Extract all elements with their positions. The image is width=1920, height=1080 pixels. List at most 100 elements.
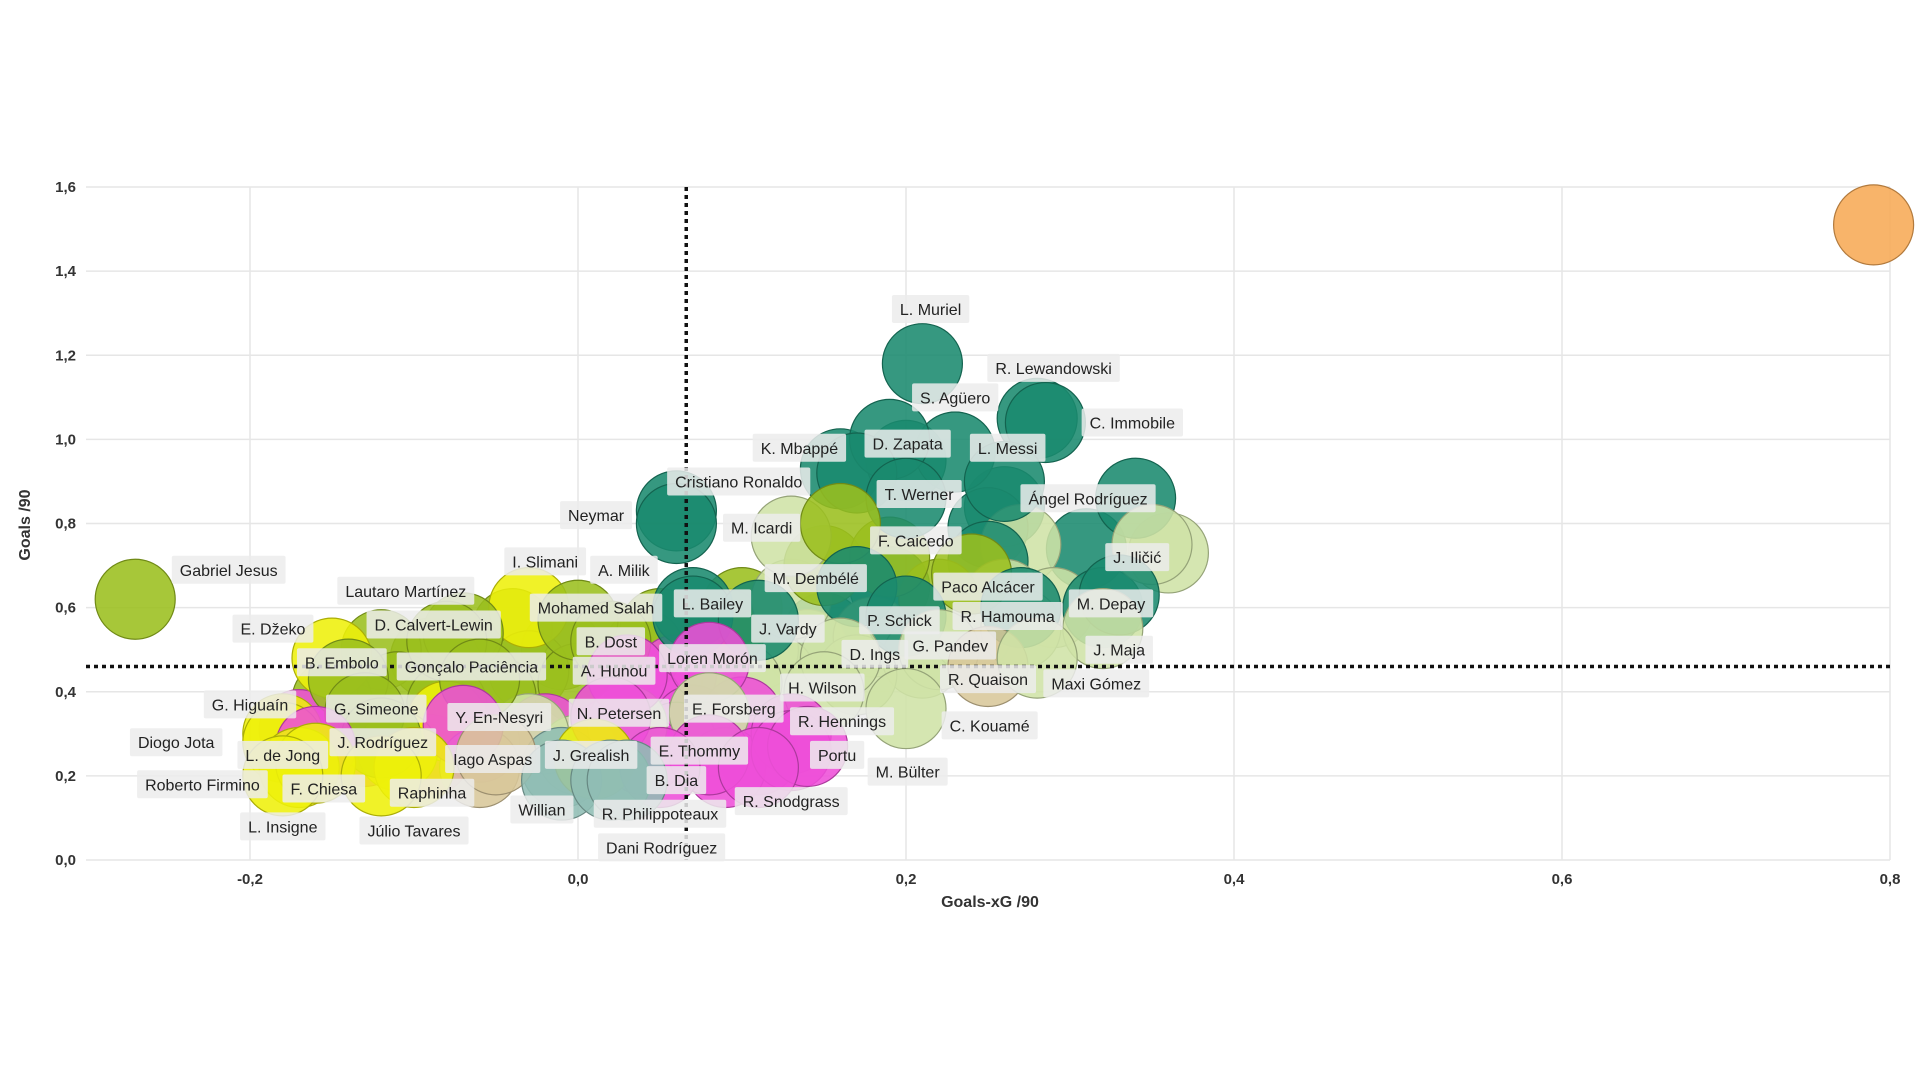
player-label-text: F. Chiesa xyxy=(290,781,357,798)
player-label-text: Loren Morón xyxy=(667,651,758,668)
player-label-bg xyxy=(734,787,848,816)
player-label-bg xyxy=(504,547,587,576)
y-tick-label: 1,6 xyxy=(55,179,76,196)
player-label-bg xyxy=(282,774,366,803)
player-label-text: B. Embolo xyxy=(305,655,379,672)
player-label-text: P. Schick xyxy=(867,613,933,630)
player-label-bg xyxy=(572,656,656,685)
player-label-bg xyxy=(359,816,469,845)
player-label-text: M. Bülter xyxy=(876,765,941,782)
player-label-text: M. Dembélé xyxy=(773,571,859,588)
player-label-bg xyxy=(576,627,646,656)
player-label: T. Werner xyxy=(876,480,962,509)
player-label-bg xyxy=(1043,669,1150,698)
player-label-bg xyxy=(593,799,727,828)
y-tick-label: 0,8 xyxy=(55,516,76,533)
player-label-text: R. Snodgrass xyxy=(743,794,840,811)
player-label: P. Schick xyxy=(859,606,940,635)
player-label-text: M. Icardi xyxy=(731,521,792,538)
y-tick-label: 0,2 xyxy=(55,768,76,785)
player-label: J. Rodríguez xyxy=(329,728,437,757)
player-label-bg xyxy=(171,555,286,584)
player-label: A. Milik xyxy=(590,555,658,584)
player-label-bg xyxy=(904,631,997,660)
player-label-text: N. Petersen xyxy=(577,706,661,723)
player-label: B. Dost xyxy=(576,627,646,656)
y-tick-label: 1,2 xyxy=(55,347,76,364)
player-label-text: H. Wilson xyxy=(788,681,856,698)
player-label-bg xyxy=(396,652,547,681)
player-label-bg xyxy=(326,694,427,723)
player-label: R. Quaison xyxy=(939,665,1037,694)
player-label-bg xyxy=(912,383,999,412)
y-tick-label: 1,0 xyxy=(55,431,76,448)
y-tick-label: 0,6 xyxy=(55,600,76,617)
x-tick-label: 0,6 xyxy=(1552,871,1573,888)
player-label: G. Higuaín xyxy=(203,690,297,719)
player-label-text: Roberto Firmino xyxy=(145,777,260,794)
player-label-text: Cristiano Ronaldo xyxy=(675,474,802,491)
player-label-bg xyxy=(751,614,825,643)
player-label-bg xyxy=(809,740,865,769)
player-label-bg xyxy=(568,698,670,727)
player-label-bg xyxy=(447,702,552,731)
player-label: Paco Alcácer xyxy=(933,572,1043,601)
player-label: Loren Morón xyxy=(659,644,766,673)
player-label: R. Hamouma xyxy=(952,602,1063,631)
player-label-bg xyxy=(137,770,268,799)
player-label-text: D. Ings xyxy=(849,647,900,664)
player-label-bg xyxy=(870,526,962,555)
player-label-bg xyxy=(389,778,475,807)
player-label-text: B. Dost xyxy=(585,634,638,651)
player-label: G. Simeone xyxy=(326,694,427,723)
player-label-bg xyxy=(941,711,1038,740)
player-label-text: R. Hamouma xyxy=(961,609,1055,626)
player-label-bg xyxy=(673,589,752,618)
player-label-text: Paco Alcácer xyxy=(941,580,1035,597)
player-label-bg xyxy=(1085,635,1153,664)
player-label: D. Zapata xyxy=(864,429,951,458)
player-label-bg xyxy=(780,673,865,702)
player-label-text: L. de Jong xyxy=(245,748,320,765)
player-label-text: J. Rodríguez xyxy=(337,735,428,752)
player-label: Dani Rodríguez xyxy=(598,833,726,862)
player-label-bg xyxy=(445,745,541,774)
player-label-bg xyxy=(723,513,801,542)
player-label: R. Hennings xyxy=(790,707,895,736)
player-label-bg xyxy=(590,555,658,584)
player-bubble[interactable] xyxy=(635,482,718,565)
player-label: Y. En-Nesyri xyxy=(447,702,552,731)
player-label: Willian xyxy=(510,795,574,824)
axis-ticks: -0,2 0,0 0,2 0,4 0,6 0,8 0,0 0,2 0,4 0,6 0,8 1,0 1,2… xyxy=(55,179,1900,888)
x-tick-label: 0,8 xyxy=(1880,871,1901,888)
player-label-bg xyxy=(598,833,726,862)
y-axis-label: Goals /90 xyxy=(17,489,34,560)
player-label-text: Gonçalo Paciência xyxy=(405,660,539,677)
player-label-text: R. Quaison xyxy=(948,672,1028,689)
player-label: K. Mbappé xyxy=(752,433,847,462)
player-label-bg xyxy=(752,433,847,462)
player-label-text: Raphinha xyxy=(398,786,467,803)
player-label-text: R. Hennings xyxy=(798,714,886,731)
player-label-bg xyxy=(650,736,749,765)
player-label: R. Lewandowski xyxy=(987,353,1120,382)
player-label-text: J. Vardy xyxy=(759,622,817,639)
x-tick-label: 0,4 xyxy=(1224,871,1246,888)
player-label-bg xyxy=(646,766,707,795)
x-axis-label: Goals-xG /90 xyxy=(941,894,1039,911)
player-label-text: Maxi Gómez xyxy=(1051,676,1141,693)
player-label: Diogo Jota xyxy=(129,728,223,757)
player-label-text: Lautaro Martínez xyxy=(345,584,466,601)
player-label: M. Depay xyxy=(1068,589,1154,618)
player-label-text: G. Simeone xyxy=(334,702,419,719)
player-label-text: A. Milik xyxy=(598,563,651,580)
x-tick-label: -0,2 xyxy=(237,871,263,888)
player-bubble[interactable] xyxy=(94,558,176,640)
y-tick-label: 0,0 xyxy=(55,852,76,869)
player-label-text: Willian xyxy=(518,803,565,820)
player-bubble[interactable] xyxy=(1832,184,1915,266)
player-label: Roberto Firmino xyxy=(137,770,268,799)
player-label-bg xyxy=(790,707,895,736)
player-label-text: R. Lewandowski xyxy=(995,361,1112,378)
